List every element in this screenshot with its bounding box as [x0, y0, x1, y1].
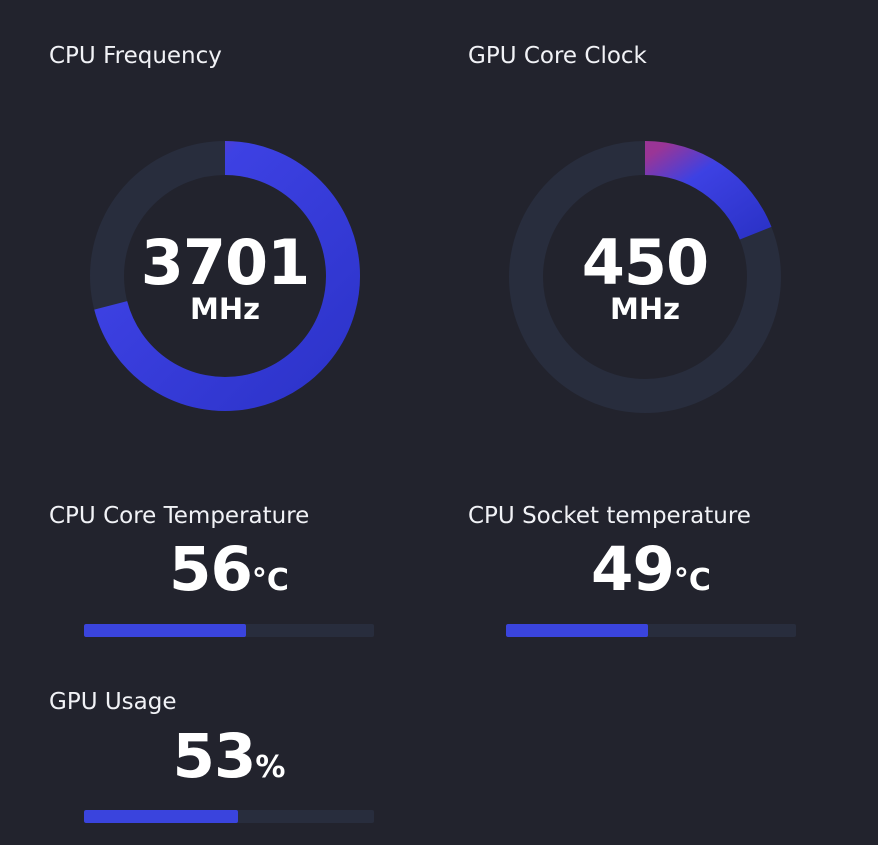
cpu-socket-temperature-value: 49 — [591, 534, 675, 605]
gpu-core-clock-readout: 450 MHz — [545, 226, 745, 326]
cpu-socket-temperature-bar — [506, 624, 796, 637]
cpu-core-temperature-unit: °C — [251, 563, 289, 598]
cpu-core-temperature-value: 56 — [169, 534, 253, 605]
cpu-socket-temperature-unit: °C — [673, 563, 711, 598]
cpu-frequency-unit: MHz — [189, 292, 260, 326]
cpu-socket-temperature-bar-fill — [506, 624, 649, 637]
gpu-usage-bar — [84, 810, 374, 823]
cpu-frequency-gauge — [90, 141, 360, 411]
cpu-frequency-title: CPU Frequency — [49, 43, 222, 69]
gpu-core-clock-title: GPU Core Clock — [468, 43, 647, 69]
gpu-usage-value: 53 — [172, 721, 257, 792]
cpu-core-temperature-readout: 56°C — [84, 538, 374, 602]
gauge-fill-arc — [94, 141, 360, 411]
cpu-core-temperature-title: CPU Core Temperature — [49, 503, 310, 529]
gpu-usage-unit: % — [255, 750, 286, 785]
gpu-core-clock-gauge — [509, 141, 781, 413]
cpu-frequency-value: 3701 — [140, 226, 311, 299]
gpu-core-clock-unit: MHz — [609, 292, 680, 326]
gpu-usage-bar-fill — [84, 810, 238, 823]
gpu-usage-title: GPU Usage — [49, 689, 177, 715]
gauge-fill-arc — [644, 141, 772, 240]
cpu-core-temperature-bar-fill — [84, 624, 247, 637]
cpu-socket-temperature-title: CPU Socket temperature — [468, 503, 751, 529]
gpu-core-clock-value: 450 — [581, 226, 709, 299]
cpu-frequency-readout: 3701 MHz — [125, 226, 325, 326]
gpu-usage-readout: 53% — [84, 725, 374, 789]
cpu-core-temperature-bar — [84, 624, 374, 637]
cpu-socket-temperature-readout: 49°C — [506, 538, 796, 602]
